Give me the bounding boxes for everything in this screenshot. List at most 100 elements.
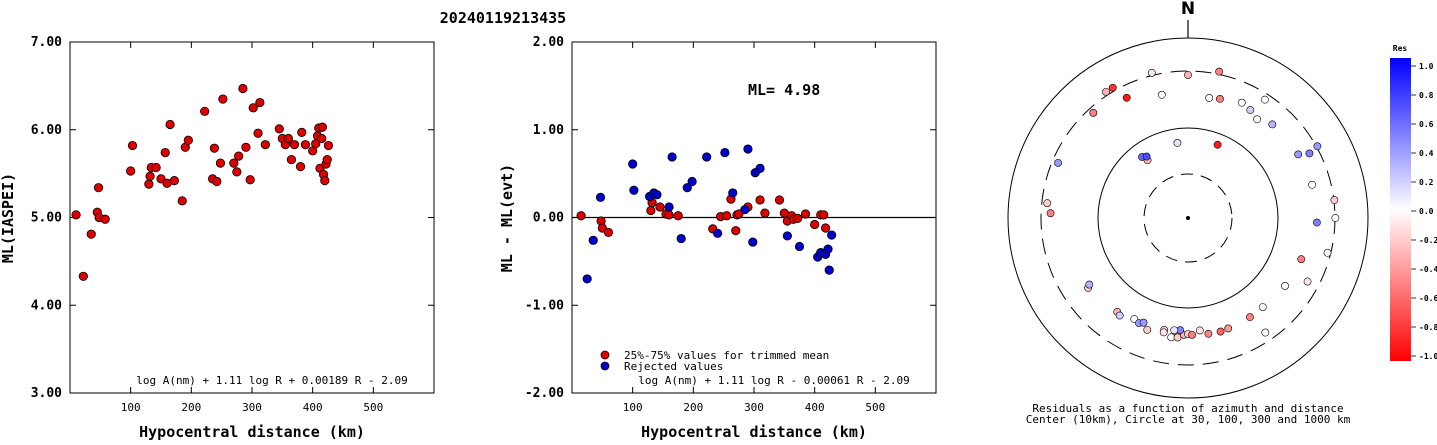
data-point [755,163,765,173]
data-point [603,227,614,238]
data-point [177,196,187,206]
x-tick-label: 100 [623,401,643,414]
station-point [1089,108,1098,117]
data-point [200,106,210,116]
colorbar-tick-label: 1.0 [1419,62,1434,71]
y-axis-ticks: -2.00 -1.00 0.00 1.00 2.00 [525,35,936,401]
colorbar-tick-label: 0.8 [1419,91,1434,100]
data-point [722,211,732,221]
y-tick-label: -2.00 [525,386,564,401]
data-point [819,210,829,220]
station-point [1323,248,1332,257]
data-point [652,190,662,200]
x-tick-label: 200 [181,401,201,414]
station-point [1108,83,1117,92]
data-point [731,226,741,236]
colorbar-tick-label: -1.0 [1419,352,1437,361]
colorbar-tick-label: 0.0 [1419,207,1434,216]
station-point [1281,282,1289,290]
data-point [760,208,770,218]
colorbar-tick-label: -0.8 [1419,323,1437,332]
data-point [209,143,219,153]
x-tick-label: 400 [303,401,323,414]
station-point [1308,180,1317,189]
data-point [255,97,265,108]
station-point [1268,120,1277,129]
north-label: N [1181,0,1195,19]
station-point [1102,87,1110,96]
data-point [232,167,242,177]
legend-marker-trimmed [600,350,610,360]
data-point [782,231,792,241]
data-point [755,195,765,205]
station-point [1331,214,1340,222]
station-point [1147,68,1156,77]
data-point [234,151,244,161]
data-point [241,142,251,152]
y-axis-ticks: 3.00 4.00 5.00 6.00 7.00 [31,35,434,401]
data-point [820,223,831,233]
y-tick-label: 2.00 [533,35,564,50]
data-point [86,229,96,239]
station-point [1054,158,1062,167]
x-tick-label: 500 [363,401,383,414]
data-point [145,171,155,181]
data-point [629,185,639,195]
ml-annotation: ML= 4.98 [748,81,820,99]
station-point [1157,90,1166,99]
colorbar-title: Res [1393,44,1408,53]
data-point [218,94,228,104]
station-point [1303,277,1312,286]
station-point [1261,328,1270,337]
station-point [1305,149,1314,158]
data-point [646,205,656,216]
station-point [1139,318,1148,327]
data-point [297,127,307,137]
data-point [323,140,334,151]
x-tick-label: 500 [865,401,885,414]
station-point [1188,330,1196,339]
station-point [1216,327,1225,336]
x-axis-ticks: 100 200 300 400 500 [623,42,885,414]
plot-frame [69,41,435,394]
data-point [667,152,677,162]
y-tick-label: 4.00 [31,298,62,313]
data-point [317,122,327,132]
data-point [100,214,110,224]
data-point [712,228,723,238]
legend-label-trimmed: 25%-75% values for trimmed mean [624,349,829,362]
station-point [1215,67,1224,76]
data-point [774,195,785,205]
station-point [1260,95,1269,104]
y-tick-label: 0.00 [533,211,564,226]
y-axis-label: ML - ML(evt) [498,164,516,272]
station-point [1297,255,1306,264]
data-point [740,205,750,215]
data-point [71,210,81,220]
x-tick-label: 300 [744,401,764,414]
data-point [274,124,284,134]
station-point [1246,106,1255,114]
data-point [582,274,592,284]
station-point [1159,328,1168,337]
station-point [1246,313,1254,322]
data-point [289,140,300,150]
colorbar-gradient [1390,58,1411,361]
ring-1000km [1007,37,1369,399]
station-point [1313,218,1321,227]
data-point [165,119,175,130]
data-point [78,271,88,281]
formula: log A(nm) + 1.11 log R + 0.00189 R - 2.0… [136,374,408,387]
station-point [1330,196,1339,204]
data-point [253,128,263,138]
data-points [71,83,334,281]
data-point [664,210,674,220]
data-point [595,192,606,202]
station-point [1213,140,1222,149]
station-point [1294,150,1303,159]
station-point [1216,94,1224,103]
station-point [1170,326,1179,335]
data-point [126,166,136,176]
data-point [743,144,753,154]
